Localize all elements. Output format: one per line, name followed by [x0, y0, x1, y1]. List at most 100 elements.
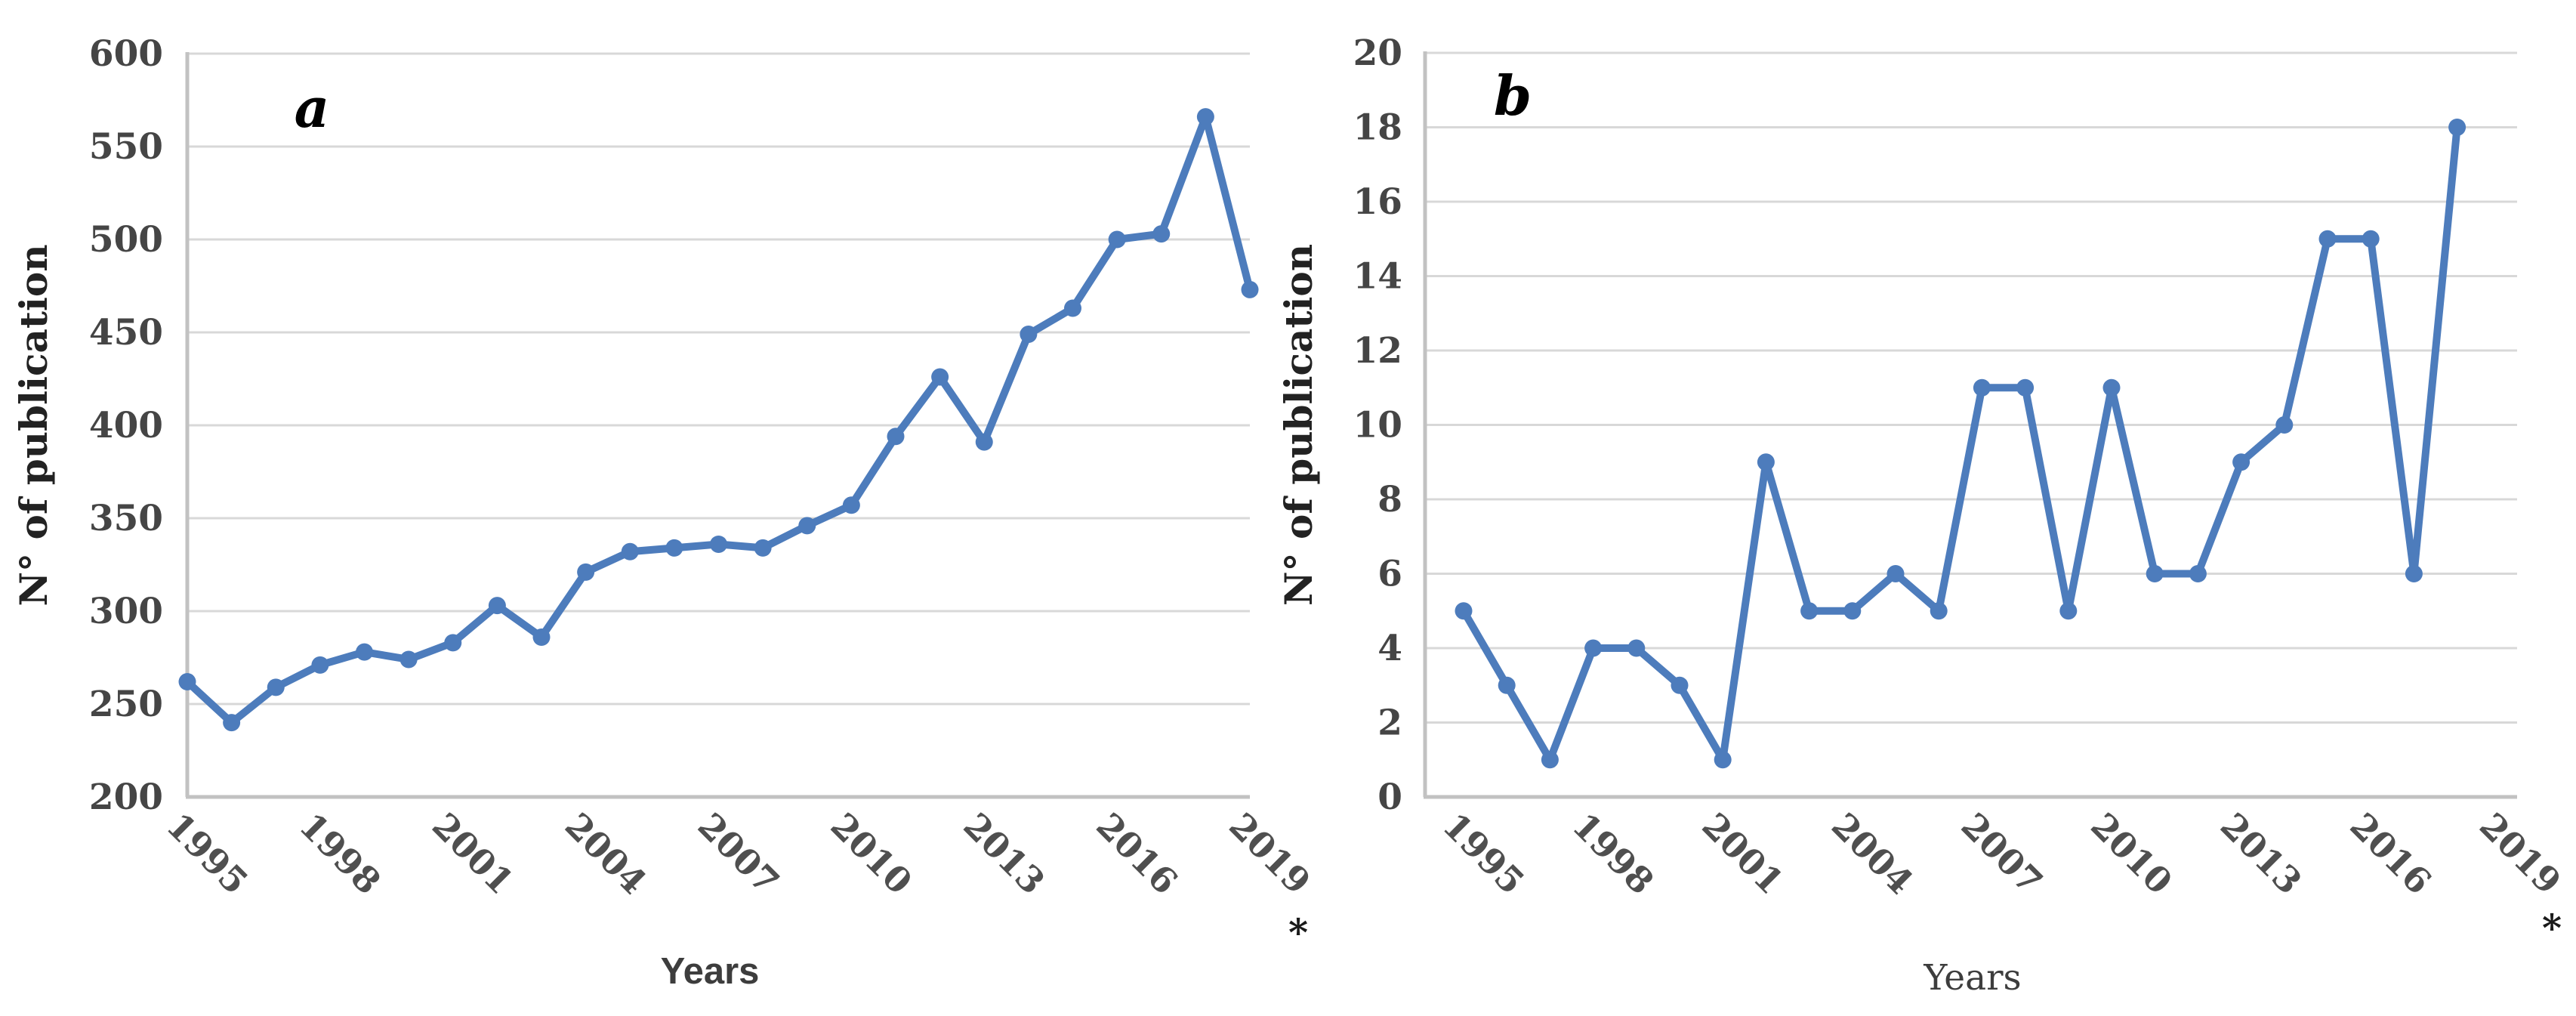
data-point-marker [665, 539, 683, 557]
data-point-marker [1241, 280, 1259, 298]
chart-panel-b-group: 0 2 4 6 8 10 12 14 16 18 20 1995 1998 2001 2004 2007 201… [1276, 32, 2569, 999]
data-point-marker [311, 656, 329, 674]
data-point-marker [1843, 602, 1862, 620]
data-point-marker [1627, 639, 1646, 657]
data-point-marker [2059, 602, 2078, 620]
y-axis-title: N° of publication [1276, 244, 1321, 606]
y-axis-tick-label: 4 [1377, 628, 1402, 669]
data-point-marker [223, 714, 241, 732]
y-axis-tick-label: 450 [89, 312, 163, 354]
data-point-marker [2275, 416, 2294, 434]
data-point-marker [2362, 230, 2380, 248]
y-axis-title: N° of publication [11, 244, 56, 606]
data-point-marker [754, 539, 772, 557]
y-axis-tick-label: 18 [1353, 107, 1402, 149]
x-axis-tick-label: 1998 [292, 805, 389, 903]
data-point-marker [887, 428, 905, 446]
y-axis-tick-label: 8 [1377, 479, 1402, 520]
data-point-marker [2232, 453, 2251, 471]
data-point-marker [2102, 378, 2121, 397]
y-axis-tick-label: 20 [1353, 32, 1402, 74]
x-axis-tick-label: 1998 [1565, 805, 1662, 903]
y-axis-tick-label: 16 [1353, 181, 1402, 223]
y-axis-tick-label: 600 [89, 33, 163, 75]
y-axis-tick-label: 200 [89, 777, 163, 818]
y-axis-tick-label: 550 [89, 126, 163, 168]
data-point-marker [1541, 751, 1559, 769]
data-point-marker [2405, 565, 2423, 582]
x-axis-tick-label: 2001 [424, 805, 522, 903]
data-point-marker [488, 597, 506, 615]
y-axis-tick-label: 500 [89, 219, 163, 261]
data-point-marker [621, 542, 639, 560]
data-point-marker [1584, 639, 1603, 657]
y-axis-tick-label: 2 [1377, 703, 1402, 744]
data-point-marker [267, 678, 285, 696]
x-axis-tick-label: 2016 [1088, 805, 1186, 903]
data-point-marker [1886, 565, 1905, 582]
series-line [1460, 123, 2461, 764]
data-point-marker [1671, 676, 1689, 694]
data-point-marker [577, 563, 595, 581]
data-point-marker [1714, 751, 1732, 769]
y-axis-tick-label: 0 [1377, 777, 1402, 818]
data-point-marker [2016, 378, 2035, 397]
x-axis-tick-label: 2010 [2083, 805, 2180, 903]
data-point-marker [1020, 325, 1038, 343]
x-axis-tick-label: 2019 [2472, 805, 2569, 903]
x-axis-title: Years [661, 951, 760, 992]
data-point-marker [2189, 565, 2207, 582]
data-point-marker [975, 433, 993, 451]
series-line [184, 113, 1254, 727]
data-point-marker [931, 368, 949, 386]
data-point-marker [356, 643, 373, 661]
footnote-asterisk: * [2542, 906, 2562, 950]
x-axis-tick-label: 2013 [2213, 805, 2310, 903]
y-axis-tick-label: 12 [1353, 330, 1402, 372]
data-point-marker [1800, 602, 1819, 620]
data-point-marker [1498, 676, 1516, 694]
x-axis-tick-label: 1995 [1435, 805, 1532, 903]
data-point-marker [2448, 119, 2466, 136]
x-axis-tick-label: 2004 [1824, 805, 1921, 903]
data-point-marker [1757, 453, 1775, 471]
y-axis-tick-label: 10 [1353, 405, 1402, 446]
data-point-marker [2146, 565, 2164, 582]
data-point-marker [1064, 299, 1081, 317]
data-point-marker [2318, 230, 2337, 248]
footnote-asterisk: * [1288, 910, 1308, 955]
data-point-marker [532, 628, 551, 646]
data-point-marker [842, 496, 860, 514]
y-axis-tick-label: 400 [89, 405, 163, 446]
y-axis-tick-label: 14 [1353, 256, 1402, 298]
data-point-marker [798, 517, 816, 535]
data-point-marker [400, 650, 418, 669]
panel-letter: b [1494, 63, 1532, 128]
chart-panel-a-group: 200 250 300 350 400 450 500 550 600 1995 1998 2001 2… [11, 33, 1319, 992]
panel-letter: a [295, 76, 330, 140]
data-point-marker [1973, 378, 1991, 397]
x-axis-tick-label: 2010 [823, 805, 921, 903]
data-point-marker [178, 672, 196, 690]
y-axis-tick-label: 350 [89, 498, 163, 539]
data-point-marker [1455, 602, 1473, 620]
x-axis-tick-label: 2001 [1694, 805, 1791, 903]
x-axis-tick-label: 2016 [2342, 805, 2439, 903]
data-point-marker [710, 535, 727, 553]
data-point-marker [1930, 602, 1948, 620]
data-point-marker [1108, 230, 1126, 249]
y-axis-tick-label: 250 [89, 684, 163, 725]
data-point-marker [444, 634, 462, 652]
x-axis-tick-label: 2019 [1221, 805, 1319, 903]
x-axis-tick-label: 2007 [1954, 805, 2051, 903]
x-axis-tick-label: 2004 [557, 805, 655, 903]
x-axis-tick-label: 2007 [690, 805, 788, 903]
y-axis-tick-label: 300 [89, 591, 163, 632]
data-point-marker [1196, 108, 1214, 126]
data-point-marker [1152, 225, 1171, 243]
y-axis-tick-label: 6 [1377, 554, 1402, 595]
x-axis-tick-label: 1995 [159, 805, 256, 903]
x-axis-tick-label: 2013 [955, 805, 1053, 903]
